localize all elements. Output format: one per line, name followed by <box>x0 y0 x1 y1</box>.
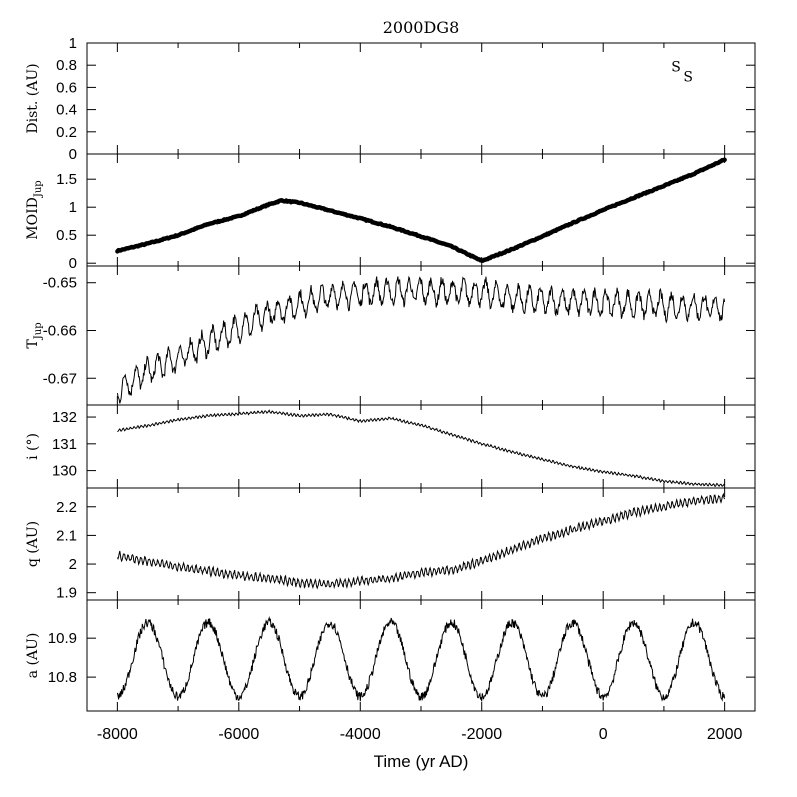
y-axis-label-subscript: Jup <box>33 322 44 340</box>
y-tick-label-dist: 0.8 <box>56 57 77 74</box>
y-axis-label-q: q (AU) <box>25 521 41 567</box>
y-tick-label-dist: 0 <box>69 146 77 163</box>
y-tick-label-moid: 0.5 <box>56 227 77 244</box>
y-tick-label-incl: 132 <box>52 409 77 426</box>
y-tick-label-dist: 1 <box>69 35 77 52</box>
y-tick-label-tjup: -0.66 <box>43 322 77 339</box>
y-tick-label-q: 2 <box>69 556 77 573</box>
y-axis-label-dist: Dist. (AU) <box>25 63 41 133</box>
series-line-a <box>116 615 726 702</box>
series-line-tjup <box>116 275 726 404</box>
panel-frame-moid <box>86 153 756 267</box>
y-axis-label-a: a (AU) <box>25 633 41 679</box>
x-tick-label: -6000 <box>218 726 259 743</box>
y-tick-label-moid: 1 <box>69 199 77 216</box>
panel-incl: 130 131 132 i (°) <box>25 404 756 489</box>
chart-title: 2000DG8 <box>383 18 460 37</box>
x-tick-label: -8000 <box>97 726 138 743</box>
y-tick-label-q: 2.1 <box>56 527 77 544</box>
panel-moid: 0 0.5 1 1.5 MOIDJup <box>25 153 756 272</box>
x-tick-label: 0 <box>599 726 608 743</box>
y-tick-label-dist: 0.4 <box>56 102 77 119</box>
panel-frame-tjup <box>86 265 756 406</box>
panel-frame-dist <box>86 42 756 155</box>
y-tick-label-dist: 0.6 <box>56 79 77 96</box>
y-axis-label-incl: i (°) <box>25 433 41 460</box>
x-axis-label: Time (yr AD) <box>374 752 469 771</box>
y-tick-label-a: 10.8 <box>48 669 77 686</box>
series-line-q <box>116 492 726 590</box>
x-tick-label: -2000 <box>461 726 502 743</box>
series-line-incl <box>117 409 725 488</box>
x-tick-label: -4000 <box>340 726 381 743</box>
panel-frame-incl <box>86 404 756 489</box>
panel-q: 1.9 2 2.1 2.2 q (AU) <box>25 487 756 602</box>
series-line-moid <box>115 157 727 263</box>
y-tick-label-dist: 0.2 <box>56 124 77 141</box>
y-axis-label-moid: MOIDJup <box>25 180 44 239</box>
panels: 0 0.2 0.4 0.6 0.8 1 Dist. (AU) SS 0 0.5 1 1.5 MOIDJu… <box>25 35 756 712</box>
data-point-s: S <box>671 59 681 75</box>
y-tick-label-incl: 131 <box>52 436 77 453</box>
y-tick-label-moid: 1.5 <box>56 171 77 188</box>
y-axis-label-tjup: TJup <box>25 322 44 348</box>
y-axis-label-subscript: Jup <box>33 180 44 198</box>
y-tick-label-tjup: -0.67 <box>43 370 77 387</box>
x-tick-label: 2000 <box>707 726 743 743</box>
panel-a: 10.8 10.9 a (AU) <box>25 599 756 712</box>
y-tick-label-a: 10.9 <box>48 630 77 647</box>
panel-dist: 0 0.2 0.4 0.6 0.8 1 Dist. (AU) SS <box>25 35 756 163</box>
panel-tjup: -0.67 -0.66 -0.65 TJup <box>25 265 756 406</box>
y-tick-label-q: 1.9 <box>56 585 77 602</box>
x-axis: -8000 -6000 -4000 -2000 0 2000 <box>97 726 743 743</box>
data-point-s: S <box>683 69 693 85</box>
y-tick-label-tjup: -0.65 <box>43 275 77 292</box>
y-tick-label-q: 2.2 <box>56 499 77 516</box>
y-tick-label-incl: 130 <box>52 463 77 480</box>
y-tick-label-moid: 0 <box>69 255 77 272</box>
